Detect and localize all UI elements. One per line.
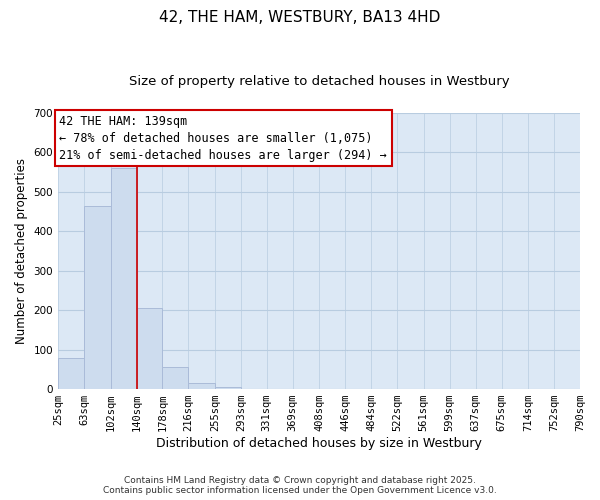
Bar bbox=[84, 206, 110, 389]
Bar bbox=[110, 168, 137, 389]
Bar bbox=[188, 383, 215, 389]
Bar bbox=[137, 308, 163, 389]
Y-axis label: Number of detached properties: Number of detached properties bbox=[15, 158, 28, 344]
Text: 42, THE HAM, WESTBURY, BA13 4HD: 42, THE HAM, WESTBURY, BA13 4HD bbox=[160, 10, 440, 25]
Text: Contains HM Land Registry data © Crown copyright and database right 2025.
Contai: Contains HM Land Registry data © Crown c… bbox=[103, 476, 497, 495]
Title: Size of property relative to detached houses in Westbury: Size of property relative to detached ho… bbox=[129, 75, 509, 88]
Bar bbox=[163, 366, 188, 389]
X-axis label: Distribution of detached houses by size in Westbury: Distribution of detached houses by size … bbox=[156, 437, 482, 450]
Text: 42 THE HAM: 139sqm
← 78% of detached houses are smaller (1,075)
21% of semi-deta: 42 THE HAM: 139sqm ← 78% of detached hou… bbox=[59, 115, 387, 162]
Bar bbox=[215, 387, 241, 389]
Bar bbox=[58, 358, 84, 389]
